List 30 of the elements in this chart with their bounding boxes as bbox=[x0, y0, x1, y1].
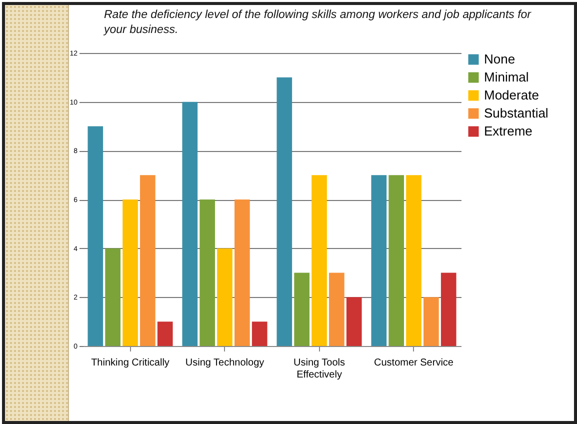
bar bbox=[294, 272, 310, 346]
bar bbox=[252, 322, 268, 346]
bar bbox=[388, 175, 404, 346]
x-tick-label: Thinking Critically bbox=[91, 358, 170, 368]
bar bbox=[276, 77, 292, 346]
legend-label: Minimal bbox=[484, 70, 529, 84]
x-tick-label: Using Technology bbox=[185, 358, 264, 368]
bar bbox=[217, 248, 232, 346]
bar bbox=[105, 248, 120, 346]
x-tick-label: Customer Service bbox=[374, 358, 454, 368]
bar bbox=[346, 297, 362, 346]
bar bbox=[440, 272, 456, 346]
bar bbox=[200, 200, 215, 346]
legend-label: None bbox=[484, 52, 516, 66]
legend-label: Substantial bbox=[484, 106, 548, 120]
bar bbox=[424, 297, 439, 346]
bar bbox=[122, 200, 138, 346]
bar bbox=[234, 200, 250, 346]
legend-label: Extreme bbox=[484, 124, 532, 138]
bar bbox=[140, 175, 156, 346]
legend-label: Moderate bbox=[484, 88, 539, 102]
bar bbox=[88, 126, 104, 346]
bar bbox=[406, 175, 422, 346]
bar bbox=[329, 272, 344, 346]
bar bbox=[182, 102, 198, 346]
x-tick-label: Using Tools Effectively bbox=[293, 358, 346, 380]
bar bbox=[157, 322, 173, 346]
bar bbox=[371, 175, 387, 346]
chart-title: Rate the deficiency level of the following skills among workers and job applicants for your business. bbox=[104, 8, 532, 38]
bar bbox=[312, 175, 327, 346]
